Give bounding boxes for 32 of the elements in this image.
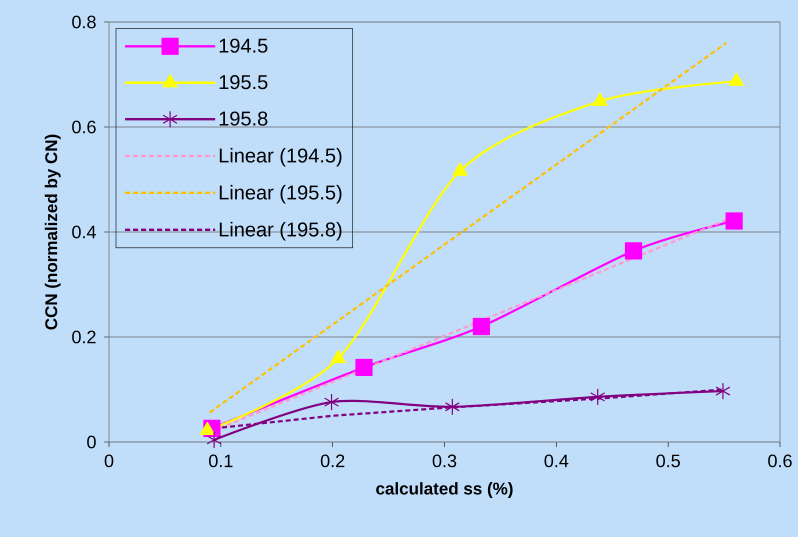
legend-label: Linear (194.5) (220, 148, 342, 167)
x-tick-label: 0 (104, 454, 114, 468)
legend-label: 195.5 (220, 75, 268, 90)
point (726, 212, 743, 230)
x-axis-title: calculated ss (%) (376, 482, 513, 498)
y-tick-label: 0.4 (72, 226, 96, 238)
point (624, 242, 642, 260)
point (715, 382, 730, 400)
y-tick-label: 0.8 (72, 16, 96, 28)
point (444, 398, 460, 416)
y-axis-title: CCN (normalized by CN) (44, 134, 61, 330)
legend-label: Linear (195.8) (220, 222, 342, 241)
x-tick-label: 0.4 (544, 454, 568, 468)
y-tick-label: 0.6 (72, 120, 96, 134)
point (452, 162, 468, 176)
x-tick-label: 0.1 (209, 454, 232, 468)
point (324, 394, 340, 411)
point (206, 431, 222, 448)
x-tick-label: 0.5 (656, 454, 680, 468)
point (592, 92, 608, 106)
point (355, 358, 373, 376)
x-tick-label: 0.3 (432, 454, 456, 468)
x-tick-label: 0.2 (320, 454, 344, 468)
x-tick-label: 0.6 (768, 454, 792, 468)
point (590, 388, 606, 406)
y-tick-label: 0 (87, 436, 96, 448)
legend-label: 195.8 (220, 111, 268, 126)
legend-label: Linear (195.5) (220, 184, 342, 204)
y-tick-label: 0.2 (72, 330, 96, 344)
legend-label: 194.5 (220, 38, 268, 53)
point (472, 318, 490, 336)
point (728, 72, 744, 86)
